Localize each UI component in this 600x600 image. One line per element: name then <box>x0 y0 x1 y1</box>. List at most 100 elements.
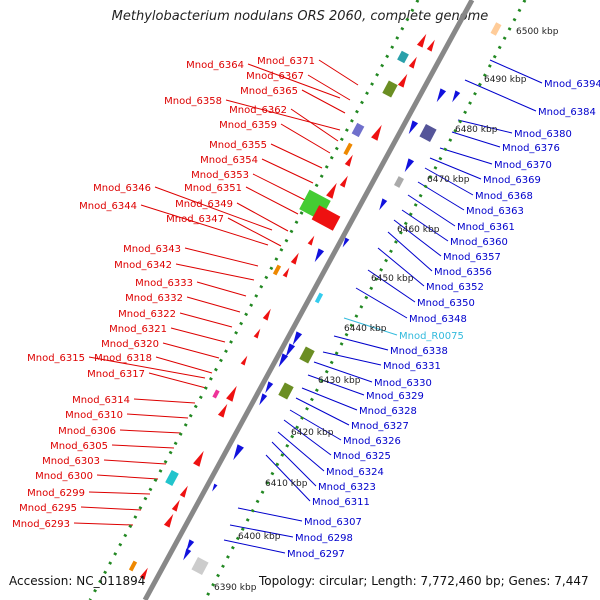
gene-arrow-reverse <box>233 444 244 461</box>
genome-backbone <box>142 0 475 600</box>
gene-arrow-reverse <box>342 237 350 248</box>
gene-label-left[interactable]: Mnod_6320 <box>101 339 159 350</box>
gene-arrow-reverse <box>285 343 296 358</box>
gene-label-right[interactable]: Mnod_6298 <box>295 533 353 544</box>
gene-arrow-forward <box>397 73 408 88</box>
leader-line <box>162 342 220 359</box>
gene-label-right[interactable]: Mnod_6330 <box>374 378 432 389</box>
gene-label-right[interactable]: Mnod_6368 <box>475 191 533 202</box>
gene-label-left[interactable]: Mnod_6303 <box>42 456 100 467</box>
gene-label-right[interactable]: Mnod_6324 <box>326 467 384 478</box>
gene-label-left[interactable]: Mnod_6293 <box>12 519 70 530</box>
gene-label-left[interactable]: Mnod_6351 <box>184 183 242 194</box>
gene-label-left[interactable]: Mnod_6306 <box>58 426 116 437</box>
gene-label-left[interactable]: Mnod_6315 <box>27 353 85 364</box>
leader-line <box>186 296 241 313</box>
gene-label-left[interactable]: Mnod_6371 <box>257 56 315 67</box>
gene-label-right[interactable]: Mnod_6356 <box>434 267 492 278</box>
gene-label-right[interactable]: Mnod_6323 <box>318 482 376 493</box>
gene-label-left[interactable]: Mnod_6299 <box>27 488 85 499</box>
gene-label-right[interactable]: Mnod_6338 <box>390 346 448 357</box>
gene-label-left[interactable]: Mnod_6349 <box>175 199 233 210</box>
gene-arrow-reverse <box>452 90 461 103</box>
gene-arrow-forward <box>217 403 228 418</box>
gene-arrow-reverse <box>212 483 218 492</box>
gene-label-right[interactable]: Mnod_6380 <box>514 129 572 140</box>
gene-label-left[interactable]: Mnod_6346 <box>93 183 151 194</box>
leader-line <box>307 374 365 396</box>
gene-label-left[interactable]: Mnod_6317 <box>87 369 145 380</box>
gene-label-left[interactable]: Mnod_6355 <box>209 140 267 151</box>
gene-label-right[interactable]: Mnod_6331 <box>383 361 441 372</box>
gene-label-right[interactable]: Mnod_6360 <box>450 237 508 248</box>
gene-label-left[interactable]: Mnod_6333 <box>135 278 193 289</box>
gene-label-left[interactable]: Mnod_6354 <box>200 155 258 166</box>
gene-label-left[interactable]: Mnod_6342 <box>114 260 172 271</box>
gene-arrow-forward <box>426 39 435 52</box>
gene-label-right[interactable]: Mnod_6394 <box>544 79 600 90</box>
gene-label-left[interactable]: Mnod_6314 <box>72 395 130 406</box>
gene-label-right[interactable]: Mnod_R0075 <box>399 331 464 342</box>
leader-line <box>393 219 442 257</box>
gene-label-right[interactable]: Mnod_6328 <box>359 406 417 417</box>
gene-label-right[interactable]: Mnod_6297 <box>287 549 345 560</box>
gene-label-left[interactable]: Mnod_6344 <box>79 201 137 212</box>
gene-label-left[interactable]: Mnod_6362 <box>229 105 287 116</box>
gene-label-right[interactable]: Mnod_6307 <box>304 517 362 528</box>
gene-label-right[interactable]: Mnod_6361 <box>457 222 515 233</box>
scale-tick-label: 6450 kbp <box>371 274 414 284</box>
gene-label-right[interactable]: Mnod_6327 <box>351 421 409 432</box>
gene-label-left[interactable]: Mnod_6347 <box>166 214 224 225</box>
gene-label-right[interactable]: Mnod_6311 <box>312 497 370 508</box>
leader-line <box>155 356 213 374</box>
gene-label-left[interactable]: Mnod_6353 <box>191 170 249 181</box>
gene-block <box>343 142 353 156</box>
gene-label-left[interactable]: Mnod_6358 <box>164 96 222 107</box>
gene-label-right[interactable]: Mnod_6329 <box>366 391 424 402</box>
gene-label-left[interactable]: Mnod_6318 <box>94 353 152 364</box>
gene-block <box>419 124 437 142</box>
leader-line <box>464 79 537 112</box>
gene-block <box>272 264 282 276</box>
gene-label-left[interactable]: Mnod_6367 <box>246 71 304 82</box>
gene-label-right[interactable]: Mnod_6357 <box>443 252 501 263</box>
leader-line <box>451 131 501 148</box>
gene-label-left[interactable]: Mnod_6322 <box>118 309 176 320</box>
gene-label-right[interactable]: Mnod_6348 <box>409 314 467 325</box>
gene-label-left[interactable]: Mnod_6364 <box>186 60 244 71</box>
gene-arrow-forward <box>416 33 427 48</box>
gene-label-right[interactable]: Mnod_6352 <box>426 282 484 293</box>
gene-block <box>382 80 398 98</box>
gene-label-right[interactable]: Mnod_6325 <box>333 451 391 462</box>
gene-label-left[interactable]: Mnod_6343 <box>123 244 181 255</box>
gene-label-left[interactable]: Mnod_6310 <box>65 410 123 421</box>
gene-label-right[interactable]: Mnod_6370 <box>494 160 552 171</box>
gene-label-left[interactable]: Mnod_6332 <box>125 293 183 304</box>
gene-arrow-forward <box>290 252 299 265</box>
leader-line <box>184 247 259 267</box>
leader-line <box>111 444 175 449</box>
gene-arrow-forward <box>226 385 237 402</box>
gene-label-left[interactable]: Mnod_6321 <box>109 324 167 335</box>
leader-line <box>236 202 289 232</box>
gene-label-left[interactable]: Mnod_6359 <box>219 120 277 131</box>
gene-label-right[interactable]: Mnod_6326 <box>343 436 401 447</box>
gene-label-right[interactable]: Mnod_6384 <box>538 107 596 118</box>
gene-label-left[interactable]: Mnod_6295 <box>19 503 77 514</box>
gene-arrow-reverse <box>404 158 415 173</box>
leader-line <box>140 204 269 246</box>
scale-tick-label: 6400 kbp <box>238 532 281 542</box>
gene-label-left[interactable]: Mnod_6305 <box>50 441 108 452</box>
gene-label-right[interactable]: Mnod_6369 <box>483 175 541 186</box>
gene-label-left[interactable]: Mnod_6300 <box>35 471 93 482</box>
leader-line <box>367 269 416 303</box>
gene-label-right[interactable]: Mnod_6363 <box>466 206 524 217</box>
gene-label-left[interactable]: Mnod_6365 <box>240 86 298 97</box>
leader-line <box>179 312 233 328</box>
gene-label-right[interactable]: Mnod_6350 <box>417 298 475 309</box>
gene-block <box>397 50 409 64</box>
gene-arrow-reverse <box>379 198 388 211</box>
leader-line <box>280 123 331 154</box>
leader-line <box>126 413 189 419</box>
gene-label-right[interactable]: Mnod_6376 <box>502 143 560 154</box>
